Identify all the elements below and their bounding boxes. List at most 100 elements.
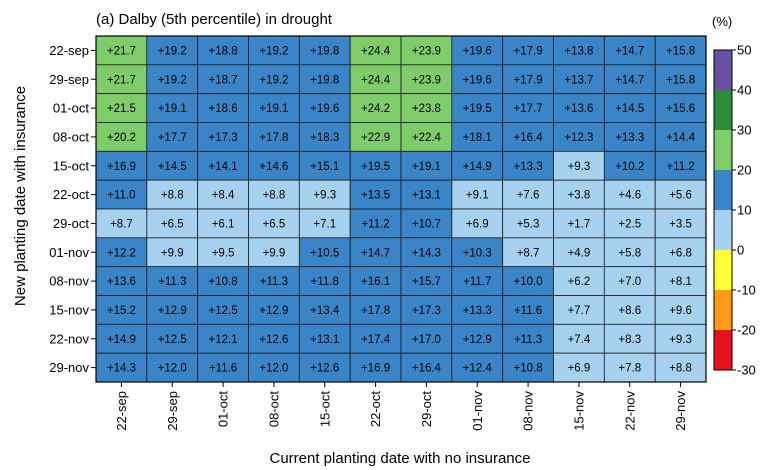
chart-title: (a) Dalby (5th percentile) in drought: [96, 11, 333, 28]
cell-value-label: +10.2: [615, 161, 644, 173]
heatmap-cell: [349, 35, 402, 66]
cell-value-label: +15.8: [666, 45, 695, 57]
cell-value-label: +19.1: [412, 161, 441, 173]
heatmap-cell: [248, 323, 300, 354]
colorbar-tick-label: 0: [737, 243, 744, 258]
heatmap-cell: [451, 35, 504, 66]
cell-value-label: +9.1: [466, 190, 489, 202]
colorbar-bin: [714, 170, 732, 210]
cell-value-label: +12.1: [209, 334, 238, 346]
heatmap-cell: [400, 93, 453, 123]
heatmap-cell: [603, 208, 656, 239]
cell-value-label: +16.9: [107, 161, 136, 173]
heatmap-cell: [349, 150, 402, 181]
heatmap-cell: [502, 323, 554, 354]
x-tick-label: 29-nov: [673, 391, 688, 431]
heatmap-cell: [603, 295, 656, 325]
colorbar-bin: [714, 290, 732, 330]
colorbar-tick-label: 50: [737, 43, 751, 58]
cell-value-label: +10.3: [463, 247, 492, 259]
cell-value-label: +17.7: [514, 103, 543, 115]
y-tick-label: 29-nov: [49, 360, 89, 375]
cell-value-label: +23.9: [412, 74, 441, 86]
cell-value-label: +3.5: [669, 218, 692, 230]
heatmap-cell: [400, 208, 453, 239]
y-tick-label: 22-sep: [49, 43, 89, 58]
heatmap-cell: [197, 266, 249, 296]
heatmap-cell: [553, 208, 605, 239]
cell-value-label: +12.2: [107, 247, 136, 259]
cell-value-label: +19.8: [310, 45, 339, 57]
heatmap-cell: [400, 295, 453, 325]
heatmap-cell: [654, 179, 707, 210]
cell-value-label: +12.9: [463, 334, 492, 346]
cell-value-label: +15.2: [107, 305, 136, 317]
cell-value-label: +19.6: [310, 103, 339, 115]
cell-value-label: +12.5: [209, 305, 238, 317]
heatmap-cell: [197, 237, 249, 268]
heatmap-cell: [603, 150, 656, 181]
cell-value-label: +17.8: [361, 305, 390, 317]
heatmap-cell: [298, 93, 351, 123]
heatmap-cell: [553, 295, 605, 325]
cell-value-label: +11.8: [311, 276, 339, 288]
heatmap-cell: [654, 93, 707, 123]
cell-value-label: +8.7: [517, 247, 540, 259]
cell-value-label: +15.8: [666, 74, 695, 86]
cell-value-label: +19.2: [259, 74, 288, 86]
heatmap-cell: [146, 64, 199, 95]
cell-value-label: +4.6: [618, 190, 641, 202]
heatmap-cell: [654, 208, 707, 239]
cell-value-label: +2.5: [618, 218, 641, 230]
heatmap-cell: [654, 295, 707, 325]
heatmap-cell: [248, 237, 300, 268]
cell-value-label: +23.9: [412, 45, 441, 57]
cell-value-label: +16.4: [514, 132, 544, 144]
cell-value-label: +18.6: [209, 103, 238, 115]
colorbar-tick-label: 30: [737, 123, 751, 138]
cell-value-label: +6.8: [669, 247, 692, 259]
heatmap-cell: [248, 266, 300, 296]
x-tick-label: 22-oct: [368, 391, 383, 428]
cell-value-label: +18.3: [310, 132, 339, 144]
cell-value-label: +16.1: [361, 276, 390, 288]
heatmap-cell: [298, 208, 351, 239]
cell-value-label: +19.6: [463, 45, 492, 57]
heatmap-cell: [95, 323, 148, 354]
cell-value-label: +13.3: [615, 132, 644, 144]
cell-value-label: +16.4: [412, 363, 442, 375]
heatmap-cell: [451, 64, 504, 95]
cell-value-label: +14.3: [412, 247, 441, 259]
cell-value-label: +21.7: [107, 45, 136, 57]
heatmap-cell: [400, 237, 453, 268]
cell-value-label: +14.3: [107, 363, 136, 375]
colorbar: 50 40 30 20 10 0 -10 -20 -30: [713, 43, 756, 378]
heatmap-cell: [248, 64, 300, 95]
cell-value-label: +24.4: [361, 45, 391, 57]
cell-value-label: +13.4: [310, 305, 340, 317]
cell-value-label: +14.7: [615, 45, 644, 57]
heatmap-cell: [197, 93, 249, 123]
cell-value-label: +11.0: [107, 190, 135, 202]
cell-value-label: +9.3: [669, 334, 692, 346]
x-tick-label: 22-sep: [114, 391, 129, 431]
heatmap-cell: [298, 295, 351, 325]
y-tick-label: 01-oct: [53, 101, 90, 116]
cell-value-label: +9.3: [568, 161, 591, 173]
heatmap-cell: [146, 35, 199, 66]
cell-value-label: +12.4: [463, 363, 493, 375]
y-tick-labels: 22-sep 29-sep 01-oct 08-oct 15-oct 22-oct 29-o…: [49, 43, 96, 375]
y-tick-label: 08-nov: [49, 274, 89, 289]
cell-value-label: +8.3: [618, 334, 641, 346]
cell-value-label: +18.8: [209, 45, 238, 57]
heatmap-cell: [502, 179, 554, 210]
cell-value-label: +19.6: [463, 74, 492, 86]
colorbar-unit-label: (%): [712, 14, 732, 29]
heatmap-cell: [654, 122, 707, 152]
heatmap-cell: [400, 352, 453, 383]
cell-value-label: +19.5: [361, 161, 390, 173]
colorbar-bin: [714, 50, 732, 90]
cell-value-label: +19.2: [158, 45, 187, 57]
cell-value-label: +14.6: [259, 161, 288, 173]
cell-value-label: +19.2: [259, 45, 288, 57]
